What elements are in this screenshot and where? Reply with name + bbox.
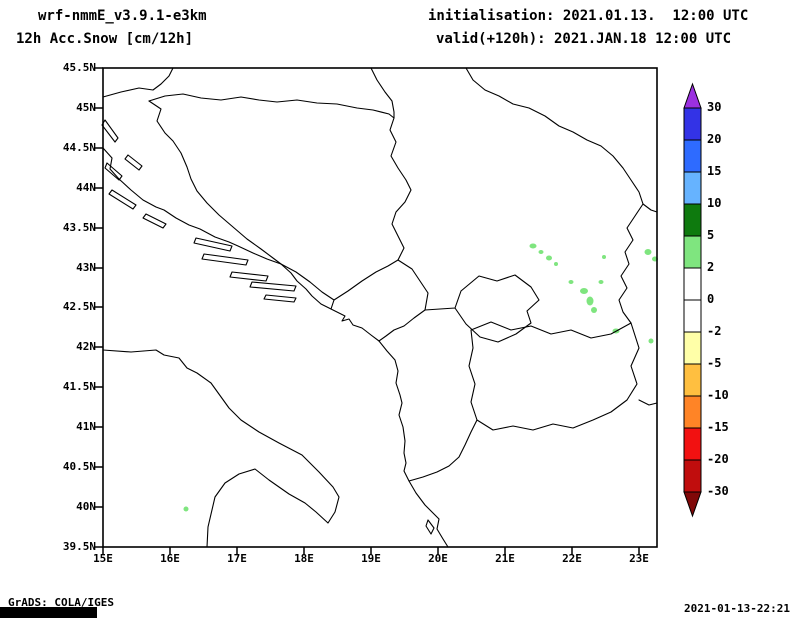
colorbar-label: 15: [707, 164, 722, 178]
colorbar-label: -10: [707, 388, 729, 402]
border-serbia-romania-danube: [465, 67, 644, 205]
init-time-label: initialisation: 2021.01.13. 12:00 UTC: [428, 8, 749, 24]
island-dugi-otok: [108, 189, 137, 210]
border-bosnia-croatia-south: [280, 263, 335, 310]
creation-timestamp: 2021-01-13-22:21: [684, 602, 790, 615]
island-korcula: [229, 271, 269, 282]
border-serbia-montenegro: [397, 259, 429, 311]
border-bulgaria-greece: [638, 399, 658, 406]
colorbar-segment: [683, 139, 702, 173]
taskbar-fragment: [0, 607, 97, 618]
colorbar-label: 10: [707, 196, 722, 210]
y-tick-label: 45N: [76, 101, 96, 114]
x-tick-label: 15E: [93, 552, 113, 565]
colorbar-segment: [683, 171, 702, 205]
colorbar-label: 2: [707, 260, 715, 274]
variable-title: 12h Acc.Snow [cm/12h]: [16, 31, 194, 47]
y-tick-label: 44.5N: [62, 141, 96, 154]
colorbar-label: -15: [707, 420, 729, 434]
y-tick-label: 41N: [76, 420, 96, 433]
y-tick-label: 45.5N: [62, 61, 96, 74]
colorbar-label: -20: [707, 452, 729, 466]
colorbar-label: 0: [707, 292, 715, 306]
colorbar-segment: [683, 267, 702, 301]
x-tick-label: 21E: [495, 552, 515, 565]
border-north-macedonia: [468, 321, 640, 431]
colorbar-arrow-bottom: [683, 491, 702, 518]
colorbar-segment: [683, 107, 702, 141]
island-hvar: [201, 253, 249, 266]
colorbar-label: -2: [707, 324, 722, 338]
colorbar-segment: [683, 427, 702, 461]
border-romania-bulgaria: [642, 203, 658, 213]
island-rab: [124, 154, 143, 171]
border-bosnia-north-sava: [148, 93, 395, 119]
border-albania-greece: [408, 419, 478, 482]
colorbar-segment: [683, 459, 702, 493]
x-tick-label: 22E: [562, 552, 582, 565]
x-tick-label: 17E: [227, 552, 247, 565]
y-tick-label: 40N: [76, 500, 96, 513]
colorbar-arrow-top: [683, 82, 702, 109]
colorbar-segment: [683, 331, 702, 365]
peninsula-peljesac: [249, 281, 297, 292]
colorbar-segment: [683, 203, 702, 237]
snow-shading-patches: [183, 243, 658, 512]
y-tick-label: 39.5N: [62, 540, 96, 553]
colorbar-label: 30: [707, 100, 722, 114]
island-pag: [104, 162, 123, 181]
colorbar-label: 5: [707, 228, 715, 242]
border-croatia-serbia-danube: [370, 67, 395, 119]
x-tick-label: 19E: [361, 552, 381, 565]
island-krk: [101, 119, 119, 143]
y-tick-label: 41.5N: [62, 380, 96, 393]
island-mljet: [263, 294, 297, 303]
island-brac: [193, 237, 233, 252]
border-bosnia-west: [148, 100, 282, 265]
coastline-adriatic-east: [102, 147, 449, 548]
border-montenegro-albania: [378, 309, 426, 342]
colorbar-label: -5: [707, 356, 722, 370]
colorbar-label: -30: [707, 484, 729, 498]
island-corfu: [425, 519, 435, 535]
colorbar: [683, 82, 702, 518]
coastlines-and-borders: [101, 67, 658, 548]
y-tick-label: 43.5N: [62, 221, 96, 234]
border-serbia-bosnia-drina: [389, 117, 412, 261]
y-tick-label: 42.5N: [62, 300, 96, 313]
colorbar-label: 20: [707, 132, 722, 146]
colorbar-segment: [683, 299, 702, 333]
y-tick-label: 44N: [76, 181, 96, 194]
y-tick-label: 40.5N: [62, 460, 96, 473]
valid-time-label: valid(+120h): 2021.JAN.18 12:00 UTC: [436, 31, 732, 47]
model-title: wrf-nmmE_v3.9.1-e3km: [38, 8, 207, 24]
x-tick-label: 16E: [160, 552, 180, 565]
x-tick-label: 23E: [629, 552, 649, 565]
colorbar-segment: [683, 395, 702, 429]
border-bosnia-montenegro: [333, 259, 399, 301]
grads-credit: GrADS: COLA/IGES: [8, 596, 114, 609]
colorbar-segment: [683, 235, 702, 269]
x-tick-label: 18E: [294, 552, 314, 565]
plot-border: [102, 67, 658, 548]
border-serbia-bulgaria: [618, 203, 644, 324]
border-slovenia-croatia: [102, 67, 174, 98]
border-kosovo: [424, 274, 540, 343]
axis-ticks: [95, 67, 640, 555]
coastline-italy-apulia: [102, 349, 340, 548]
colorbar-segment: [683, 363, 702, 397]
island-kornati: [142, 213, 167, 229]
x-tick-label: 20E: [428, 552, 448, 565]
y-tick-label: 43N: [76, 261, 96, 274]
y-tick-label: 42N: [76, 340, 96, 353]
